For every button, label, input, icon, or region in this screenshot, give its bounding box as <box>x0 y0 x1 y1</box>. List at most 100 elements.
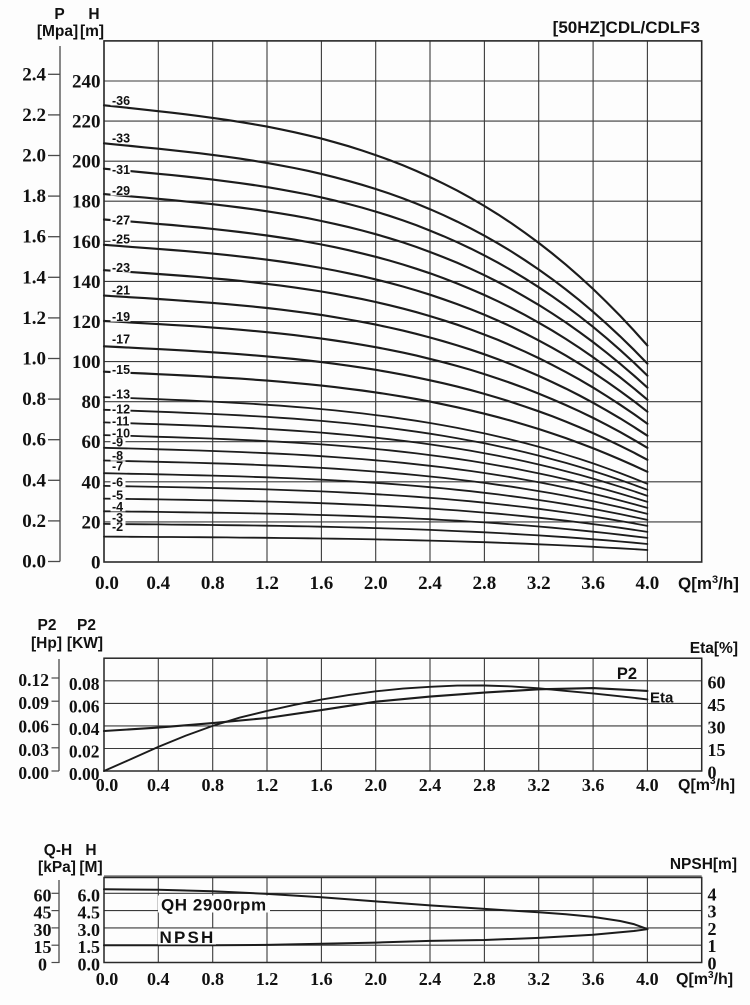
svg-text:1.6: 1.6 <box>310 573 334 594</box>
svg-text:-2: -2 <box>112 520 123 534</box>
svg-text:-21: -21 <box>112 284 130 298</box>
svg-text:-15: -15 <box>112 363 130 377</box>
svg-text:3.0: 3.0 <box>78 920 101 940</box>
svg-text:[kPa]: [kPa] <box>38 859 76 876</box>
svg-text:4: 4 <box>708 884 717 904</box>
svg-text:QH 2900rpm: QH 2900rpm <box>161 896 267 915</box>
svg-text:H: H <box>88 6 99 23</box>
svg-text:2: 2 <box>708 919 717 939</box>
svg-text:15: 15 <box>708 740 726 760</box>
svg-text:[M]: [M] <box>79 859 102 876</box>
svg-text:-23: -23 <box>112 261 130 275</box>
svg-text:0.0: 0.0 <box>95 573 119 594</box>
svg-text:0.4: 0.4 <box>147 969 170 989</box>
svg-text:0.0: 0.0 <box>96 775 119 795</box>
svg-text:0: 0 <box>708 763 717 783</box>
svg-text:1.8: 1.8 <box>22 186 46 207</box>
svg-text:0.4: 0.4 <box>147 775 170 795</box>
svg-text:-8: -8 <box>112 449 123 463</box>
svg-text:3.6: 3.6 <box>582 775 605 795</box>
svg-text:3.2: 3.2 <box>527 969 550 989</box>
svg-text:1.2: 1.2 <box>256 969 279 989</box>
svg-text:45: 45 <box>708 695 726 715</box>
svg-text:4.5: 4.5 <box>78 903 101 923</box>
svg-text:60: 60 <box>82 432 101 453</box>
svg-text:2.4: 2.4 <box>22 64 46 85</box>
svg-text:2.0: 2.0 <box>22 146 46 167</box>
svg-text:140: 140 <box>72 272 101 293</box>
svg-text:0: 0 <box>708 954 717 974</box>
svg-text:6.0: 6.0 <box>78 885 101 905</box>
svg-text:2.8: 2.8 <box>473 775 496 795</box>
svg-text:[Hp]: [Hp] <box>31 635 62 652</box>
svg-text:[50HZ]CDL/CDLF3: [50HZ]CDL/CDLF3 <box>553 18 700 37</box>
svg-text:P2: P2 <box>617 665 637 683</box>
svg-text:0.8: 0.8 <box>22 389 46 410</box>
svg-text:0.02: 0.02 <box>69 742 100 762</box>
svg-text:NPSH[m]: NPSH[m] <box>670 856 737 873</box>
svg-text:Q[m3/h]: Q[m3/h] <box>676 970 733 988</box>
svg-text:-29: -29 <box>112 184 130 198</box>
svg-text:-27: -27 <box>112 213 130 227</box>
svg-text:4.0: 4.0 <box>636 969 659 989</box>
svg-text:4.0: 4.0 <box>636 573 660 594</box>
svg-text:160: 160 <box>72 232 101 253</box>
svg-text:80: 80 <box>82 392 101 413</box>
svg-text:1.2: 1.2 <box>255 573 279 594</box>
svg-text:3: 3 <box>708 902 717 922</box>
svg-text:-7: -7 <box>112 460 123 474</box>
svg-text:0.8: 0.8 <box>201 969 224 989</box>
svg-text:3.6: 3.6 <box>582 969 605 989</box>
svg-text:20: 20 <box>82 512 101 533</box>
svg-text:1.4: 1.4 <box>22 267 46 288</box>
svg-text:2.0: 2.0 <box>364 573 388 594</box>
svg-text:40: 40 <box>82 472 101 493</box>
svg-text:P2: P2 <box>38 617 57 634</box>
svg-text:0.8: 0.8 <box>201 573 225 594</box>
svg-text:0.06: 0.06 <box>18 717 49 737</box>
svg-text:4.0: 4.0 <box>636 775 659 795</box>
svg-text:0: 0 <box>38 955 47 975</box>
svg-text:Eta[%]: Eta[%] <box>690 640 738 657</box>
svg-text:100: 100 <box>72 352 101 373</box>
svg-text:-17: -17 <box>112 333 130 347</box>
svg-text:240: 240 <box>72 72 101 93</box>
svg-text:2.4: 2.4 <box>418 573 442 594</box>
svg-text:0.0: 0.0 <box>96 969 119 989</box>
svg-text:0.4: 0.4 <box>22 470 46 491</box>
svg-text:0.04: 0.04 <box>69 719 100 739</box>
svg-text:-3: -3 <box>112 511 123 525</box>
svg-text:Q-H: Q-H <box>44 842 72 859</box>
svg-text:1.6: 1.6 <box>310 969 333 989</box>
svg-text:0.00: 0.00 <box>69 764 100 784</box>
svg-text:45: 45 <box>34 903 52 923</box>
svg-text:60: 60 <box>34 885 52 905</box>
svg-text:0: 0 <box>91 553 101 574</box>
svg-text:[m]: [m] <box>80 23 104 40</box>
svg-text:0.12: 0.12 <box>18 670 49 690</box>
svg-text:2.4: 2.4 <box>419 969 442 989</box>
svg-text:-10: -10 <box>112 427 130 441</box>
svg-text:-5: -5 <box>112 488 123 502</box>
svg-text:1: 1 <box>708 936 717 956</box>
svg-text:-6: -6 <box>112 476 123 490</box>
svg-text:-13: -13 <box>112 388 130 402</box>
svg-text:-11: -11 <box>112 415 129 429</box>
svg-text:2.8: 2.8 <box>473 969 496 989</box>
svg-text:220: 220 <box>72 112 101 133</box>
svg-text:-4: -4 <box>112 500 123 514</box>
svg-text:-33: -33 <box>112 131 130 145</box>
svg-text:Q[m3/h]: Q[m3/h] <box>678 776 735 794</box>
svg-text:120: 120 <box>72 312 101 333</box>
svg-text:1.6: 1.6 <box>22 227 46 248</box>
svg-text:P2: P2 <box>77 617 96 634</box>
svg-text:3.2: 3.2 <box>527 573 551 594</box>
svg-text:0.8: 0.8 <box>201 775 224 795</box>
svg-text:2.0: 2.0 <box>364 775 387 795</box>
svg-text:3.6: 3.6 <box>581 573 605 594</box>
svg-text:1.2: 1.2 <box>22 308 46 329</box>
svg-text:30: 30 <box>708 717 726 737</box>
svg-text:-9: -9 <box>112 436 123 450</box>
svg-text:0.0: 0.0 <box>22 552 46 573</box>
svg-text:-12: -12 <box>112 403 130 417</box>
